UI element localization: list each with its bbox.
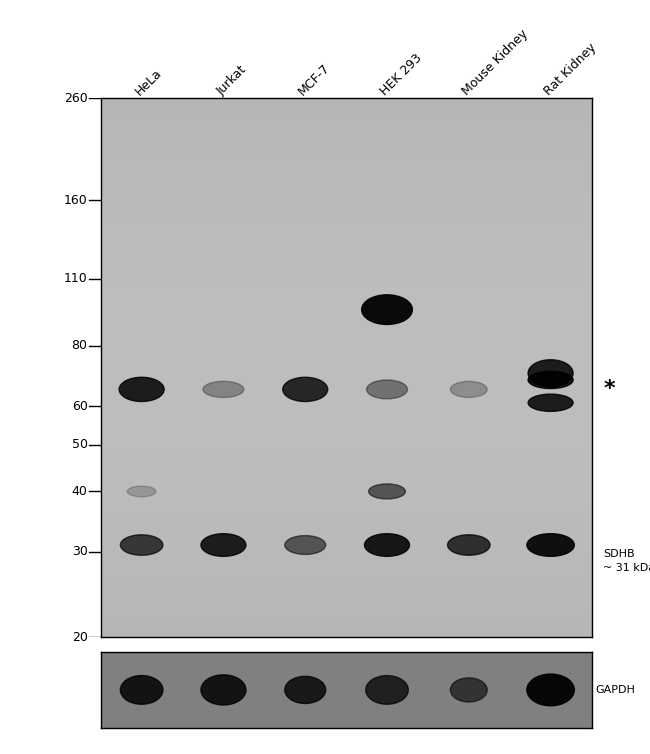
Ellipse shape (450, 678, 488, 702)
Ellipse shape (365, 534, 410, 556)
Text: 40: 40 (72, 485, 88, 498)
Ellipse shape (528, 394, 573, 412)
Ellipse shape (528, 360, 573, 387)
Ellipse shape (528, 371, 573, 388)
Text: 80: 80 (72, 339, 88, 352)
Text: *: * (603, 379, 615, 400)
Ellipse shape (120, 676, 163, 704)
Ellipse shape (127, 486, 156, 497)
Ellipse shape (201, 675, 246, 705)
Text: 260: 260 (64, 91, 88, 105)
Ellipse shape (366, 676, 408, 704)
Ellipse shape (285, 676, 326, 703)
Text: 50: 50 (72, 438, 88, 451)
Text: 20: 20 (72, 630, 88, 644)
Ellipse shape (201, 534, 246, 556)
Text: GAPDH: GAPDH (595, 685, 635, 695)
Text: 30: 30 (72, 545, 88, 559)
Ellipse shape (527, 534, 575, 556)
Text: Mouse Kidney: Mouse Kidney (460, 27, 530, 98)
Ellipse shape (367, 380, 408, 399)
Text: 60: 60 (72, 400, 88, 412)
Ellipse shape (527, 674, 575, 706)
Ellipse shape (448, 535, 490, 555)
Text: HEK 293: HEK 293 (378, 51, 424, 98)
Ellipse shape (119, 377, 164, 402)
Text: Rat Kidney: Rat Kidney (541, 41, 599, 98)
Text: MCF-7: MCF-7 (296, 61, 333, 98)
Ellipse shape (361, 295, 412, 324)
Ellipse shape (369, 484, 406, 499)
Ellipse shape (203, 382, 244, 397)
Text: HeLa: HeLa (133, 66, 164, 98)
Text: 110: 110 (64, 272, 88, 285)
Text: SDHB
~ 31 kDa: SDHB ~ 31 kDa (603, 549, 650, 573)
Ellipse shape (120, 535, 163, 555)
Text: 160: 160 (64, 194, 88, 207)
Ellipse shape (283, 377, 328, 402)
Text: Jurkat: Jurkat (214, 63, 249, 98)
Ellipse shape (450, 382, 488, 397)
Ellipse shape (285, 535, 326, 554)
